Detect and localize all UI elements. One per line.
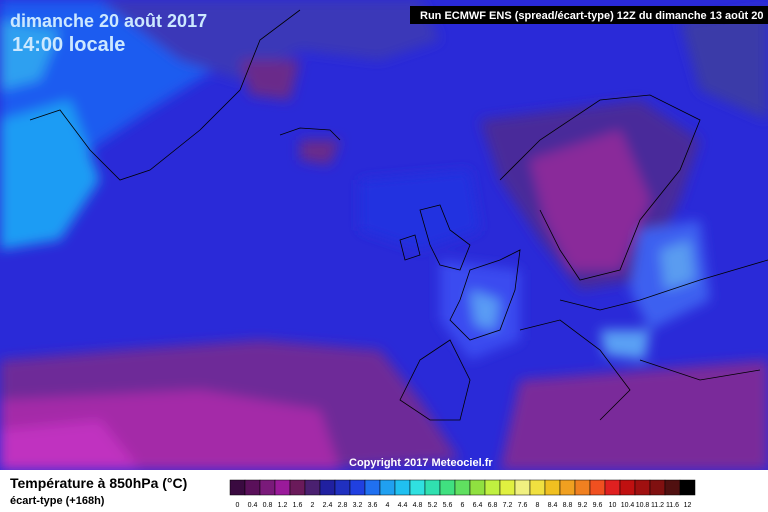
- legend-title: Température à 850hPa (°C): [10, 475, 187, 491]
- legend-label: 2.4: [323, 502, 333, 509]
- legend-label: 2.8: [338, 502, 348, 509]
- legend-swatch: [409, 479, 426, 496]
- legend-label: 4: [386, 502, 390, 509]
- legend-swatch: [484, 479, 501, 496]
- legend-swatch: [259, 479, 276, 496]
- legend-label: 5.2: [428, 502, 438, 509]
- date: dimanche 20 août 2017: [10, 11, 207, 31]
- legend-label: 4.4: [398, 502, 408, 509]
- legend-subtitle: écart-type (+168h): [10, 495, 105, 507]
- legend-label: 6.4: [473, 502, 483, 509]
- legend-label: 3.6: [368, 502, 378, 509]
- legend-swatch: [544, 479, 561, 496]
- legend-swatch: [274, 479, 291, 496]
- legend-label: 11.6: [666, 502, 679, 509]
- legend-label: 0: [236, 502, 240, 509]
- coastlines: [29, 9, 768, 421]
- legend-label: 9.2: [578, 502, 588, 509]
- legend-swatch: [514, 479, 531, 496]
- legend-swatch: [499, 479, 516, 496]
- legend-swatch: [574, 479, 591, 496]
- legend-swatch: [559, 479, 576, 496]
- run-banner: [410, 6, 768, 24]
- run-info: Run ECMWF ENS (spread/écart-type) 12Z du…: [420, 10, 764, 22]
- time: 14:00 locale: [12, 34, 125, 56]
- legend-label: 8.4: [548, 502, 558, 509]
- legend-swatch: [439, 479, 456, 496]
- legend-label: 12: [684, 502, 692, 509]
- legend-label: 6: [461, 502, 465, 509]
- legend-label: 7.2: [503, 502, 513, 509]
- legend-swatch: [379, 479, 396, 496]
- copyright: Copyright 2017 Meteociel.fr: [349, 457, 493, 469]
- legend-swatch: [454, 479, 471, 496]
- legend-label: 8: [536, 502, 540, 509]
- map: Run ECMWF ENS (spread/écart-type) 12Z du…: [0, 0, 768, 470]
- legend-swatch: [229, 479, 246, 496]
- legend-swatch: [289, 479, 306, 496]
- legend-label: 3.2: [353, 502, 363, 509]
- legend-label: 1.2: [278, 502, 288, 509]
- legend-swatch: [364, 479, 381, 496]
- legend-swatch: [649, 479, 666, 496]
- legend-label: 10.8: [636, 502, 650, 509]
- legend-label: 2: [311, 502, 315, 509]
- legend-swatch: [424, 479, 441, 496]
- legend-label: 11.2: [651, 502, 664, 509]
- legend-swatch: [334, 479, 351, 496]
- legend-label: 10: [609, 502, 617, 509]
- legend-swatch: [244, 479, 261, 496]
- legend-swatch: [619, 479, 636, 496]
- legend-swatch: [634, 479, 651, 496]
- legend-swatch: [529, 479, 546, 496]
- legend-swatch: [664, 479, 681, 496]
- legend-label: 4.8: [413, 502, 423, 509]
- legend: Température à 850hPa (°C) écart-type (+1…: [0, 470, 768, 512]
- legend-label: 0.4: [248, 502, 258, 509]
- legend-label: 7.6: [518, 502, 528, 509]
- legend-label: 1.6: [293, 502, 303, 509]
- legend-label: 9.6: [593, 502, 603, 509]
- legend-swatch: [304, 479, 321, 496]
- legend-label: 5.6: [443, 502, 453, 509]
- legend-label: 6.8: [488, 502, 498, 509]
- legend-swatch: [394, 479, 411, 496]
- legend-swatch: [679, 479, 696, 496]
- legend-label: 8.8: [563, 502, 573, 509]
- legend-label: 0.8: [263, 502, 273, 509]
- legend-swatch: [319, 479, 336, 496]
- legend-swatch: [349, 479, 366, 496]
- legend-swatch: [589, 479, 606, 496]
- legend-swatch: [469, 479, 486, 496]
- legend-label: 10.4: [621, 502, 635, 509]
- legend-swatch: [604, 479, 621, 496]
- field: [0, 0, 768, 470]
